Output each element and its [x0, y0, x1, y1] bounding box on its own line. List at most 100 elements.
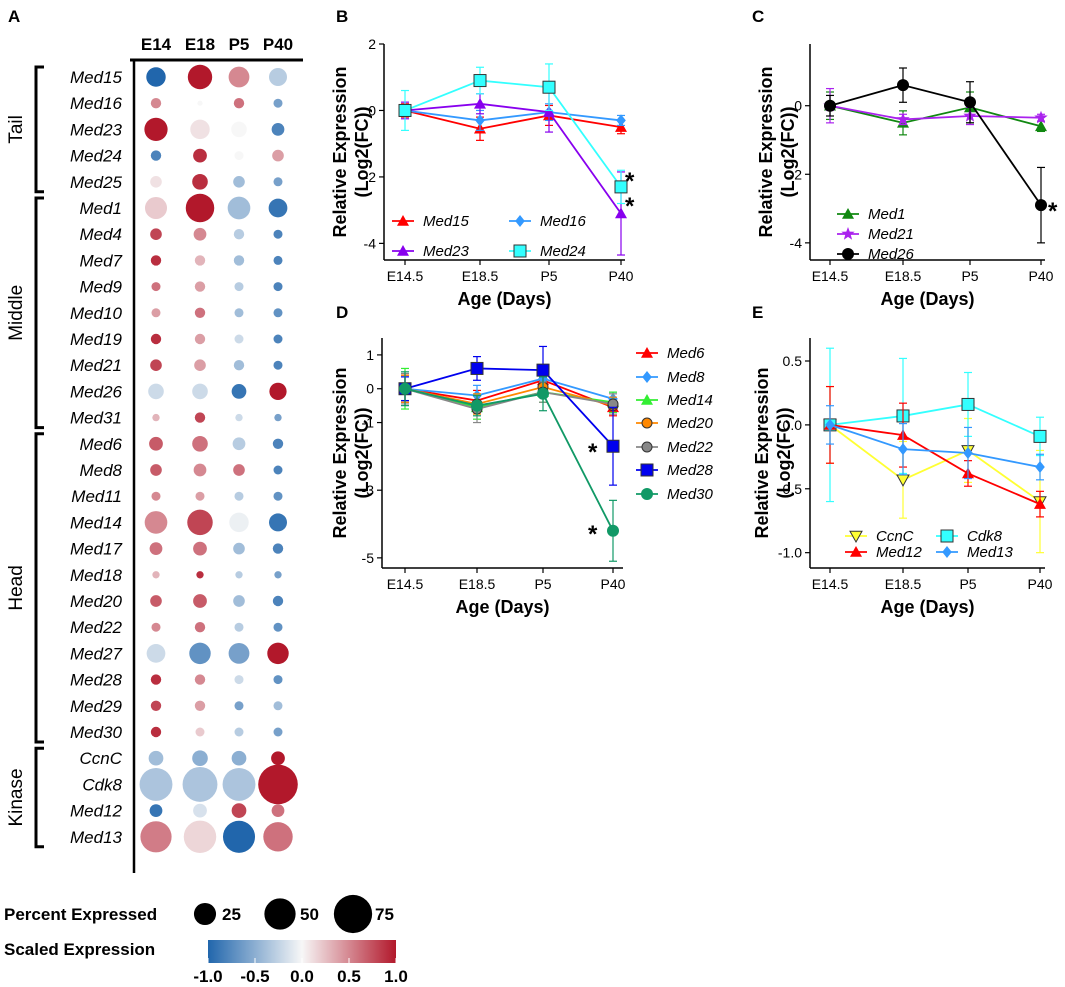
panel-label: E	[752, 303, 763, 322]
legend-label: Med16	[540, 213, 587, 230]
gene-label: Med17	[70, 540, 123, 559]
dot	[233, 175, 245, 188]
gene-label: Med6	[79, 435, 122, 454]
dot	[234, 491, 244, 501]
dot	[234, 622, 244, 632]
marker	[896, 474, 910, 487]
size-legend-dot	[264, 898, 296, 930]
marker	[942, 546, 952, 558]
dot	[233, 464, 245, 476]
dot	[194, 307, 206, 318]
marker	[513, 244, 527, 258]
y-tick-label: -2	[364, 169, 377, 185]
dot	[273, 255, 283, 265]
y-tick-label: 1	[366, 347, 374, 363]
dot	[150, 595, 162, 607]
gene-label: Med14	[70, 513, 122, 532]
x-axis-title: Age (Days)	[880, 597, 974, 617]
series-line	[829, 403, 1041, 438]
x-tick-label: P40	[609, 268, 634, 284]
x-tick-label: E18.5	[459, 576, 496, 592]
dot	[272, 438, 284, 449]
dot	[192, 383, 208, 400]
dot	[231, 384, 247, 399]
y-axis-title: Relative Expression	[330, 367, 350, 538]
marker	[1035, 461, 1045, 474]
legend-label: Med24	[540, 243, 586, 260]
dot	[258, 764, 298, 805]
dot	[192, 436, 208, 452]
significance-star: *	[588, 521, 598, 548]
marker	[471, 399, 483, 412]
dot	[232, 437, 246, 451]
dot	[272, 543, 284, 554]
dot	[150, 98, 162, 109]
marker	[470, 361, 484, 375]
dot	[150, 674, 162, 685]
dot	[197, 100, 203, 106]
dot	[273, 177, 283, 187]
dot	[151, 308, 161, 318]
color-legend-title: Scaled Expression	[4, 940, 155, 959]
x-tick-label: P5	[534, 576, 551, 592]
column-label: P40	[263, 35, 293, 54]
marker	[963, 447, 973, 459]
dot	[195, 727, 205, 737]
y-tick-label: -5	[362, 550, 375, 566]
marker	[398, 103, 412, 117]
dot	[151, 622, 161, 632]
series-line	[829, 423, 1041, 505]
marker	[1033, 429, 1047, 443]
legend-label: Cdk8	[967, 528, 1003, 545]
size-legend-dot	[193, 902, 217, 926]
size-legend-label: 50	[300, 905, 319, 924]
gene-label: Med18	[70, 566, 123, 585]
dot	[271, 804, 285, 817]
marker	[964, 96, 976, 109]
significance-star: *	[1048, 198, 1058, 225]
dot	[140, 821, 172, 853]
color-tick-label: 0.0	[290, 967, 314, 986]
significance-star: *	[588, 439, 598, 466]
gene-label: Med27	[70, 644, 123, 663]
dot	[273, 334, 283, 344]
gene-label: Med30	[70, 723, 123, 742]
legend-label: Med26	[868, 246, 915, 263]
dot	[272, 149, 284, 162]
dot	[231, 803, 247, 818]
marker	[641, 488, 653, 500]
size-legend-label: 25	[222, 905, 241, 924]
dot	[233, 360, 245, 371]
x-tick-label: P40	[601, 576, 626, 592]
dot	[139, 767, 173, 801]
marker	[641, 441, 653, 453]
marker	[961, 397, 975, 411]
gene-label: Med11	[71, 487, 122, 506]
color-tick-label: -0.5	[240, 967, 269, 986]
dot	[183, 820, 217, 854]
marker	[1035, 199, 1047, 212]
group-label: Middle	[6, 285, 27, 341]
gene-label: Med23	[70, 120, 123, 139]
dot	[234, 282, 244, 292]
size-legend-title: Percent Expressed	[4, 905, 157, 924]
dot	[271, 123, 285, 136]
dot	[144, 117, 168, 142]
group-bracket	[34, 65, 44, 194]
panel-label: A	[8, 7, 20, 26]
dot	[273, 360, 283, 370]
dot	[195, 491, 205, 501]
series-line	[404, 102, 622, 214]
dot	[149, 542, 163, 555]
x-tick-label: E18.5	[462, 268, 499, 284]
y-tick-label: 0	[366, 381, 374, 397]
marker	[542, 80, 556, 94]
dot	[194, 700, 206, 711]
marker	[1034, 498, 1046, 509]
dot	[192, 174, 208, 190]
dot	[263, 822, 293, 852]
dot	[233, 229, 245, 240]
panel-label: B	[336, 7, 348, 26]
marker	[473, 74, 487, 88]
marker	[824, 99, 836, 112]
